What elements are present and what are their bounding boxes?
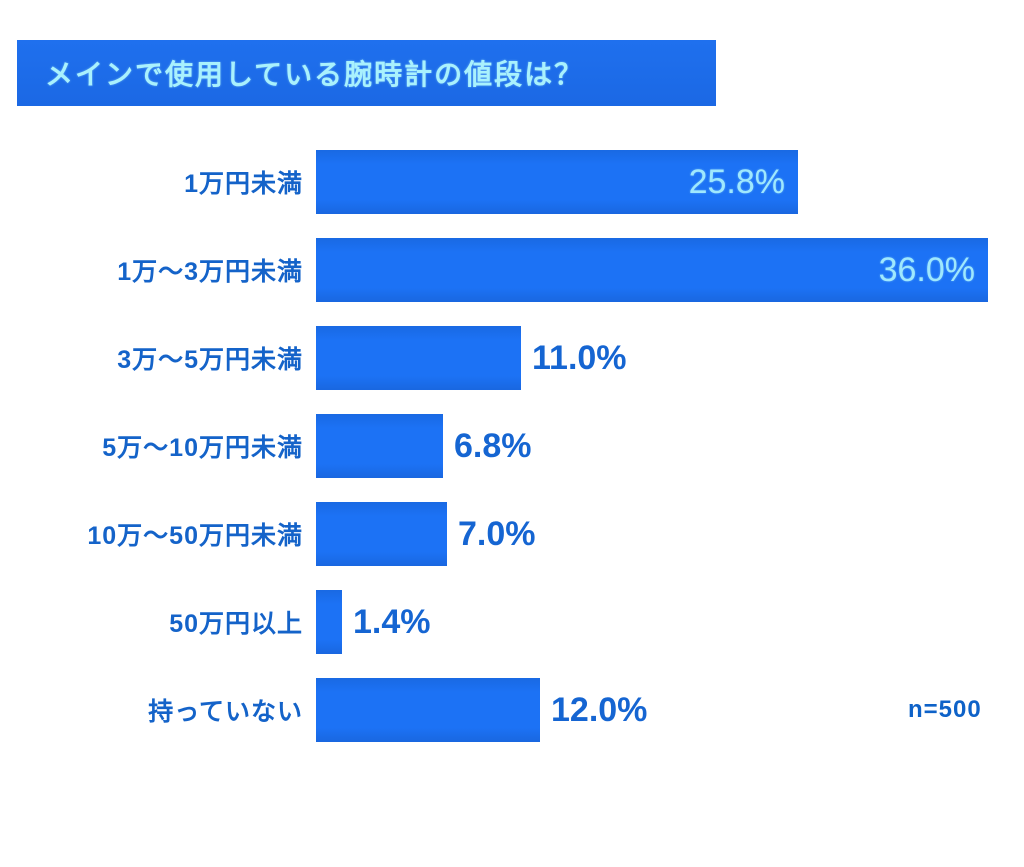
chart-row: 持っていない 12.0% bbox=[0, 678, 1024, 742]
chart-title-bar: メインで使用している腕時計の値段は？ bbox=[17, 40, 716, 106]
value-label: 36.0% bbox=[878, 250, 975, 289]
chart-row: 5万～10万円未満 6.8% bbox=[0, 414, 1024, 478]
category-label: 3万～5万円未満 bbox=[117, 346, 303, 374]
sample-size-label: n=500 bbox=[908, 696, 982, 723]
bar bbox=[316, 502, 447, 566]
bar: 25.8% bbox=[316, 150, 798, 214]
value-label: 12.0% bbox=[551, 690, 648, 729]
value-label: 6.8% bbox=[454, 426, 532, 465]
value-label: 25.8% bbox=[688, 162, 785, 201]
category-label: 5万～10万円未満 bbox=[102, 434, 303, 462]
value-label: 7.0% bbox=[458, 514, 536, 553]
bar bbox=[316, 414, 443, 478]
chart-row: 50万円以上 1.4% bbox=[0, 590, 1024, 654]
bar bbox=[316, 678, 540, 742]
value-label: 11.0% bbox=[532, 338, 627, 377]
category-label: 1万円未満 bbox=[184, 170, 303, 198]
chart-title: メインで使用している腕時計の値段は？ bbox=[45, 59, 585, 90]
category-label: 1万～3万円未満 bbox=[117, 258, 303, 286]
bar: 36.0% bbox=[316, 238, 988, 302]
chart-row: 1万円未満 25.8% bbox=[0, 150, 1024, 214]
chart-row: 3万～5万円未満 11.0% bbox=[0, 326, 1024, 390]
category-label: 50万円以上 bbox=[169, 610, 303, 638]
chart-row: 10万～50万円未満 7.0% bbox=[0, 502, 1024, 566]
bar bbox=[316, 326, 521, 390]
chart-row: 1万～3万円未満 36.0% bbox=[0, 238, 1024, 302]
bar bbox=[316, 590, 342, 654]
value-label: 1.4% bbox=[353, 602, 431, 641]
category-label: 10万～50万円未満 bbox=[87, 522, 303, 550]
category-label: 持っていない bbox=[148, 698, 303, 726]
